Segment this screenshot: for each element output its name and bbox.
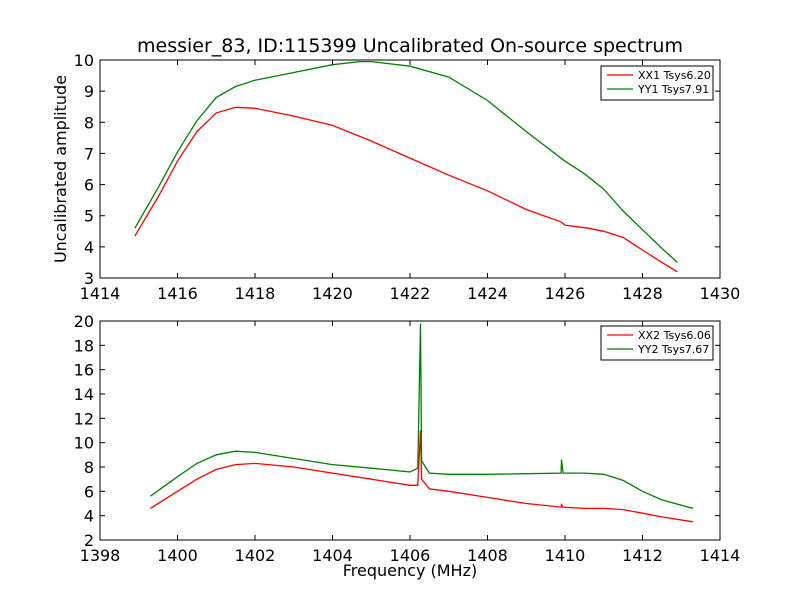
bottom-x-axis-label: Frequency (MHz) <box>343 561 477 580</box>
top-spectrum-panel: Uncalibrated amplitude 1414 1416 1418 1420 1… <box>51 51 740 303</box>
top-series-line-1 <box>134 106 678 273</box>
top-x-tick-label: 1418 <box>235 284 276 303</box>
bottom-x-tick-label: 1414 <box>700 546 741 565</box>
top-x-tick-label: 1426 <box>545 284 586 303</box>
top-x-tick-label: 1430 <box>700 284 741 303</box>
bottom-x-tick-label: 1410 <box>545 546 586 565</box>
bottom-y-tick-label: 18 <box>74 336 94 355</box>
top-x-tick-label: 1428 <box>622 284 663 303</box>
bottom-legend-box <box>600 325 714 361</box>
bottom-y-tick-label: 10 <box>74 434 94 453</box>
top-y-tick-label: 8 <box>84 113 94 132</box>
top-y-tick-label: 5 <box>84 207 94 226</box>
bottom-y-tick-label: 4 <box>84 507 94 526</box>
top-y-tick-label: 4 <box>84 238 94 257</box>
bottom-legend-label-2: YY2 Tsys7.67 <box>637 343 709 356</box>
bottom-series-line-2 <box>150 323 694 510</box>
bottom-y-tick-label: 14 <box>74 385 94 404</box>
top-y-tick-label: 9 <box>84 82 94 101</box>
top-legend-box <box>600 65 714 101</box>
bottom-y-tick-label: 12 <box>74 409 94 428</box>
bottom-x-tick-label: 1404 <box>312 546 353 565</box>
top-x-tick-label: 1414 <box>80 284 121 303</box>
bottom-x-tick-label: 1398 <box>80 546 121 565</box>
bottom-x-tick-label: 1408 <box>467 546 508 565</box>
bottom-x-tick-label: 1402 <box>235 546 276 565</box>
top-x-tick-label: 1420 <box>312 284 353 303</box>
bottom-y-tick-label: 6 <box>84 482 94 501</box>
top-y-tick-label: 7 <box>84 144 94 163</box>
bottom-y-tick-label: 8 <box>84 458 94 477</box>
top-y-tick-label: 6 <box>84 176 94 195</box>
top-legend-label-1: XX1 Tsys6.20 <box>638 69 711 82</box>
top-x-tick-label: 1424 <box>467 284 508 303</box>
figure-title: messier_83, ID:115399 Uncalibrated On-so… <box>137 35 683 57</box>
bottom-x-tick-label: 1406 <box>390 546 431 565</box>
top-x-tick-label: 1422 <box>390 284 431 303</box>
bottom-y-tick-label: 20 <box>74 312 94 331</box>
top-legend-label-2: YY1 Tsys7.91 <box>637 83 709 96</box>
top-y-tick-label: 3 <box>84 269 94 288</box>
top-series-line-2 <box>134 60 678 263</box>
bottom-spectrum-panel: Frequency (MHz) 1398 1400 1402 1404 1406 1408… <box>74 312 741 580</box>
bottom-series-line-1 <box>150 430 694 523</box>
top-y-tick-label: 10 <box>74 51 94 70</box>
bottom-legend-label-1: XX2 Tsys6.06 <box>638 329 711 342</box>
bottom-x-tick-label: 1400 <box>157 546 198 565</box>
bottom-y-tick-label: 16 <box>74 361 94 380</box>
top-x-tick-label: 1416 <box>157 284 198 303</box>
top-y-axis-label: Uncalibrated amplitude <box>51 75 70 263</box>
bottom-y-tick-label: 2 <box>84 531 94 550</box>
bottom-x-tick-label: 1412 <box>622 546 663 565</box>
